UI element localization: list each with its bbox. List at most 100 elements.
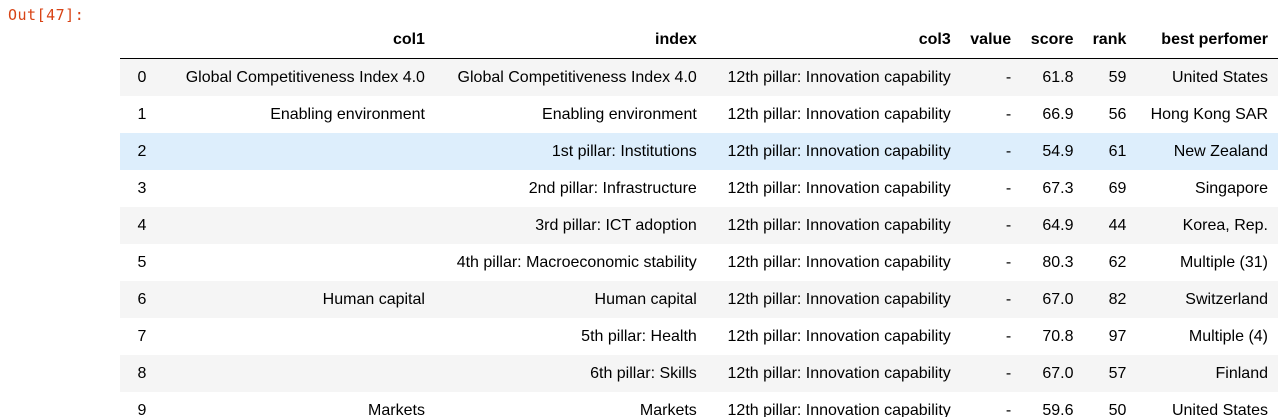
table-row[interactable]: 1 Enabling environment Enabling environm… (120, 96, 1278, 133)
cell-col3: 12th pillar: Innovation capability (727, 142, 951, 160)
cell-value: - (1005, 105, 1012, 123)
cell-index: 6th pillar: Skills (590, 364, 697, 382)
cell-rank: 69 (1108, 179, 1127, 197)
row-index: 2 (137, 142, 147, 160)
cell-best-performer: United States (1171, 68, 1268, 86)
cell-value: - (1005, 179, 1012, 197)
row-index: 0 (137, 68, 147, 86)
cell-col3: 12th pillar: Innovation capability (727, 253, 951, 271)
cell-col1 (164, 207, 435, 244)
header-cell-score: score (1021, 22, 1084, 59)
cell-best-performer: Singapore (1195, 179, 1268, 197)
cell-index: Human capital (594, 290, 697, 308)
table-row[interactable]: 3 2nd pillar: Infrastructure 12th pillar… (120, 170, 1278, 207)
row-index: 9 (137, 401, 147, 417)
cell-score: 67.3 (1042, 179, 1074, 197)
cell-value: - (1005, 364, 1012, 382)
cell-score: 66.9 (1042, 105, 1074, 123)
cell-score: 59.6 (1042, 401, 1074, 417)
row-index: 6 (137, 290, 147, 308)
cell-score: 70.8 (1042, 327, 1074, 345)
dataframe-table: col1 index col3 value score rank best pe… (120, 22, 1278, 417)
table-row-hovered[interactable]: 2 1st pillar: Institutions 12th pillar: … (120, 133, 1278, 170)
cell-best-performer: Finland (1215, 364, 1268, 382)
header-cell-col1: col1 (164, 22, 435, 59)
cell-index: 5th pillar: Health (581, 327, 697, 345)
cell-rank: 50 (1108, 401, 1127, 417)
cell-col1 (164, 133, 435, 170)
cell-best-performer: New Zealand (1173, 142, 1268, 160)
cell-rank: 44 (1108, 216, 1127, 234)
table-body: 0 Global Competitiveness Index 4.0 Globa… (120, 58, 1278, 417)
cell-value: - (1005, 290, 1012, 308)
row-index: 3 (137, 179, 147, 197)
cell-rank: 56 (1108, 105, 1127, 123)
cell-col1: Markets (368, 401, 425, 417)
header-cell-index: index (434, 22, 707, 59)
cell-best-performer: Multiple (31) (1179, 253, 1268, 271)
cell-score: 67.0 (1042, 364, 1074, 382)
table-row[interactable]: 0 Global Competitiveness Index 4.0 Globa… (120, 58, 1278, 96)
row-index: 1 (137, 105, 147, 123)
cell-col1 (164, 318, 435, 355)
cell-col3: 12th pillar: Innovation capability (727, 327, 951, 345)
cell-index: 2nd pillar: Infrastructure (528, 179, 697, 197)
table-header: col1 index col3 value score rank best pe… (120, 22, 1278, 59)
table-row[interactable]: 4 3rd pillar: ICT adoption 12th pillar: … (120, 207, 1278, 244)
cell-col1 (164, 170, 435, 207)
cell-index: Enabling environment (542, 105, 697, 123)
cell-col3: 12th pillar: Innovation capability (727, 68, 951, 86)
cell-best-performer: United States (1171, 401, 1268, 417)
cell-col1: Enabling environment (270, 105, 425, 123)
cell-col3: 12th pillar: Innovation capability (727, 290, 951, 308)
header-cell-index-blank (120, 22, 164, 59)
cell-score: 67.0 (1042, 290, 1074, 308)
cell-col3: 12th pillar: Innovation capability (727, 105, 951, 123)
cell-value: - (1005, 142, 1012, 160)
cell-rank: 61 (1108, 142, 1127, 160)
cell-value: - (1005, 68, 1012, 86)
cell-index: Markets (639, 401, 697, 417)
table-row[interactable]: 6 Human capital Human capital 12th pilla… (120, 281, 1278, 318)
cell-rank: 59 (1108, 68, 1127, 86)
cell-score: 61.8 (1042, 68, 1074, 86)
row-index: 7 (137, 327, 147, 345)
cell-value: - (1005, 253, 1012, 271)
cell-col3: 12th pillar: Innovation capability (727, 401, 951, 417)
cell-value: - (1005, 401, 1012, 417)
cell-score: 64.9 (1042, 216, 1074, 234)
row-index: 5 (137, 253, 147, 271)
dataframe-container: col1 index col3 value score rank best pe… (120, 22, 1278, 417)
table-row[interactable]: 8 6th pillar: Skills 12th pillar: Innova… (120, 355, 1278, 392)
header-row: col1 index col3 value score rank best pe… (120, 22, 1278, 59)
cell-col1: Human capital (322, 290, 425, 308)
cell-index: 3rd pillar: ICT adoption (535, 216, 697, 234)
header-cell-col3: col3 (706, 22, 961, 59)
header-cell-value: value (960, 22, 1022, 59)
cell-value: - (1005, 216, 1012, 234)
cell-index: 1st pillar: Institutions (551, 142, 697, 160)
cell-best-performer: Switzerland (1185, 290, 1268, 308)
cell-index: 4th pillar: Macroeconomic stability (456, 253, 697, 271)
header-cell-rank: rank (1083, 22, 1137, 59)
cell-score: 54.9 (1042, 142, 1074, 160)
cell-col1 (164, 355, 435, 392)
cell-score: 80.3 (1042, 253, 1074, 271)
cell-rank: 57 (1108, 364, 1127, 382)
cell-best-performer: Korea, Rep. (1182, 216, 1268, 234)
cell-col3: 12th pillar: Innovation capability (727, 216, 951, 234)
row-index: 8 (137, 364, 147, 382)
output-prompt: Out[47]: (8, 6, 85, 24)
cell-index: Global Competitiveness Index 4.0 (457, 68, 697, 86)
table-row[interactable]: 7 5th pillar: Health 12th pillar: Innova… (120, 318, 1278, 355)
cell-value: - (1005, 327, 1012, 345)
cell-col3: 12th pillar: Innovation capability (727, 179, 951, 197)
cell-best-performer: Multiple (4) (1188, 327, 1268, 345)
table-row[interactable]: 5 4th pillar: Macroeconomic stability 12… (120, 244, 1278, 281)
cell-rank: 62 (1108, 253, 1127, 271)
cell-col1: Global Competitiveness Index 4.0 (185, 68, 425, 86)
cell-col1 (164, 244, 435, 281)
table-row[interactable]: 9 Markets Markets 12th pillar: Innovatio… (120, 392, 1278, 417)
cell-rank: 97 (1108, 327, 1127, 345)
